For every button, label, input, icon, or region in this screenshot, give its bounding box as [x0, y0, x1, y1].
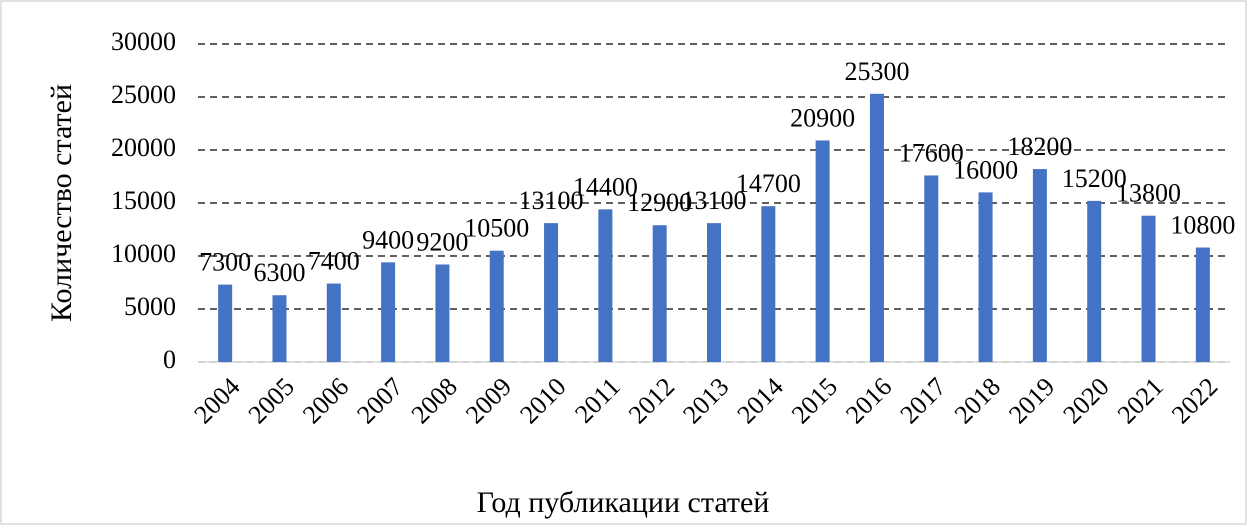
data-label: 20900 — [790, 103, 855, 132]
data-label: 7400 — [308, 247, 360, 276]
x-axis-label: Год публикации статей — [477, 486, 770, 519]
bar — [924, 175, 939, 362]
bar — [1032, 169, 1047, 362]
data-label: 16000 — [953, 155, 1018, 184]
bar — [598, 209, 613, 362]
y-tick-label: 25000 — [111, 80, 176, 109]
data-label: 6300 — [253, 258, 305, 287]
bar — [652, 225, 667, 362]
bar — [544, 223, 559, 362]
data-label: 14400 — [573, 172, 638, 201]
data-label: 10800 — [1170, 210, 1235, 239]
bar — [869, 93, 884, 362]
data-label: 7300 — [199, 248, 251, 277]
bar — [1141, 215, 1156, 362]
bar — [272, 295, 287, 362]
data-label: 13800 — [1116, 179, 1181, 208]
data-label: 12900 — [627, 188, 692, 217]
bar — [707, 223, 721, 362]
data-label: 18200 — [1007, 132, 1072, 161]
data-label: 9200 — [416, 227, 468, 256]
y-tick-label: 30000 — [111, 27, 176, 56]
bar — [326, 283, 341, 362]
data-label: 15200 — [1062, 164, 1127, 193]
y-axis-label: Количество статей — [45, 84, 78, 322]
bar — [489, 250, 504, 362]
y-tick-label: 5000 — [124, 292, 176, 321]
y-tick-label: 10000 — [111, 239, 176, 268]
data-label: 13100 — [682, 186, 747, 215]
bar — [761, 206, 776, 362]
y-tick-label: 0 — [163, 345, 176, 374]
data-label: 9400 — [362, 225, 414, 254]
data-label: 14700 — [736, 169, 801, 198]
bar — [218, 284, 233, 362]
data-label: 17600 — [899, 138, 964, 167]
data-label: 25300 — [844, 57, 909, 86]
bar — [978, 192, 993, 362]
bar — [1195, 247, 1210, 362]
bar — [815, 140, 830, 362]
data-label: 10500 — [464, 214, 529, 243]
data-label: 13100 — [519, 186, 584, 215]
y-tick-label: 20000 — [111, 133, 176, 162]
bar — [1087, 200, 1102, 362]
bar — [381, 262, 396, 362]
bar — [435, 264, 450, 362]
y-tick-label: 15000 — [111, 186, 176, 215]
